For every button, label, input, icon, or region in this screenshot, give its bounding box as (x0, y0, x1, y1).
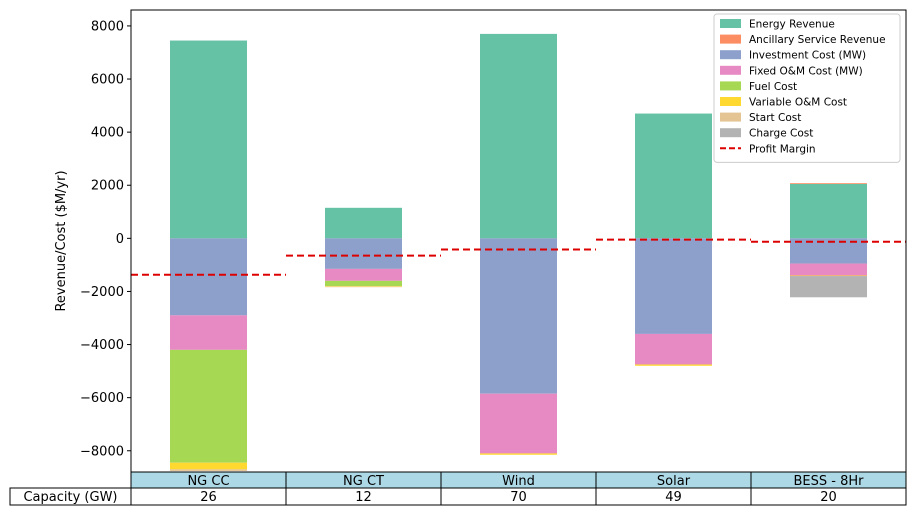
table-value-ng-ct: 12 (355, 490, 372, 505)
y-tick-label: 8000 (91, 19, 124, 34)
y-axis-label: Revenue/Cost ($M/yr) (54, 170, 69, 311)
bar-variable-o-m-cost-wind (480, 453, 557, 455)
bar-energy-revenue-bess-8hr (790, 183, 867, 239)
bar-fuel-cost-ng-cc (170, 349, 247, 463)
legend-swatch-investment-cost-mw (720, 50, 741, 60)
table-value-bess-8hr: 20 (820, 490, 837, 505)
y-tick-label: −2000 (80, 285, 124, 300)
legend-swatch-ancillary-service-revenue (720, 34, 741, 44)
legend-label-start-cost: Start Cost (749, 112, 801, 124)
y-tick-label: 2000 (91, 179, 124, 194)
bar-energy-revenue-solar (635, 113, 712, 239)
bar-ancillary-service-revenue-bess-8hr (790, 183, 867, 184)
y-tick-label: 6000 (91, 73, 124, 88)
bar-variable-o-m-cost-bess-8hr (790, 275, 867, 277)
bar-investment-cost-mw-wind (480, 238, 557, 394)
legend-swatch-fuel-cost (720, 81, 741, 91)
bar-start-cost-ng-ct (325, 286, 402, 288)
bar-fixed-o-m-cost-mw-wind (480, 393, 557, 454)
legend-label-variable-o-m-cost: Variable O&M Cost (749, 97, 847, 109)
bar-investment-cost-mw-ng-ct (325, 238, 402, 269)
y-tick-label: 4000 (91, 126, 124, 141)
bar-fixed-o-m-cost-mw-ng-cc (170, 315, 247, 350)
table-header-wind: Wind (502, 474, 535, 489)
table-row-label: Capacity (GW) (23, 490, 117, 505)
table-header-ng-cc: NG CC (187, 474, 229, 489)
y-tick-label: −8000 (80, 444, 124, 459)
bar-fuel-cost-ng-ct (325, 280, 402, 287)
legend-swatch-charge-cost (720, 128, 741, 138)
table-header-solar: Solar (657, 474, 691, 489)
legend: Energy Revenue Ancillary Service Revenue I… (713, 13, 901, 163)
legend-label-ancillary-service-revenue: Ancillary Service Revenue (749, 34, 886, 46)
axes: 8000 6000 4000 2000 0 −2000 −4000 −6000 −8000 (80, 9, 907, 473)
legend-swatch-variable-o-m-cost (720, 97, 741, 106)
legend-swatch-fixed-o-m-cost-mw (720, 65, 741, 75)
bar-start-cost-ng-cc (170, 469, 247, 471)
profit-margin-lines (131, 238, 906, 276)
bar-variable-o-m-cost-ng-ct (325, 286, 402, 287)
bar-energy-revenue-wind (480, 33, 557, 239)
table-value-ng-cc: 26 (200, 490, 217, 505)
table-header-bess-8hr: BESS - 8Hr (794, 474, 865, 489)
bar-fixed-o-m-cost-mw-ng-ct (325, 268, 402, 281)
legend-label-charge-cost: Charge Cost (749, 128, 813, 140)
bar-investment-cost-mw-solar (635, 238, 712, 334)
bars (170, 33, 867, 471)
legend-label-fixed-o-m-cost-mw: Fixed O&M Cost (MW) (749, 65, 863, 77)
legend-label-fuel-cost: Fuel Cost (749, 81, 797, 93)
legend-label-profit-margin: Profit Margin (749, 143, 816, 155)
legend-swatch-energy-revenue (720, 19, 741, 28)
table-value-wind: 70 (510, 490, 527, 505)
table-row-label-cell (9, 487, 132, 506)
legend-label-investment-cost-mw: Investment Cost (MW) (749, 50, 866, 62)
bar-charge-cost-bess-8hr (790, 276, 867, 298)
table-header-ng-ct: NG CT (343, 474, 384, 489)
legend-box (713, 13, 901, 163)
bar-investment-cost-mw-ng-cc (170, 238, 247, 316)
y-tick-label: −6000 (80, 391, 124, 406)
legend-swatch-start-cost (720, 112, 741, 122)
bar-energy-revenue-ng-ct (325, 207, 402, 239)
bar-variable-o-m-cost-solar (635, 364, 712, 366)
bar-energy-revenue-ng-cc (170, 40, 247, 239)
legend-label-energy-revenue: Energy Revenue (749, 19, 835, 31)
bar-variable-o-m-cost-ng-cc (170, 462, 247, 470)
table-value-solar: 49 (665, 490, 682, 505)
bar-fixed-o-m-cost-mw-bess-8hr (790, 263, 867, 276)
bar-fixed-o-m-cost-mw-solar (635, 333, 712, 365)
y-tick-label: −4000 (80, 338, 124, 353)
y-tick-label: 0 (116, 232, 124, 247)
